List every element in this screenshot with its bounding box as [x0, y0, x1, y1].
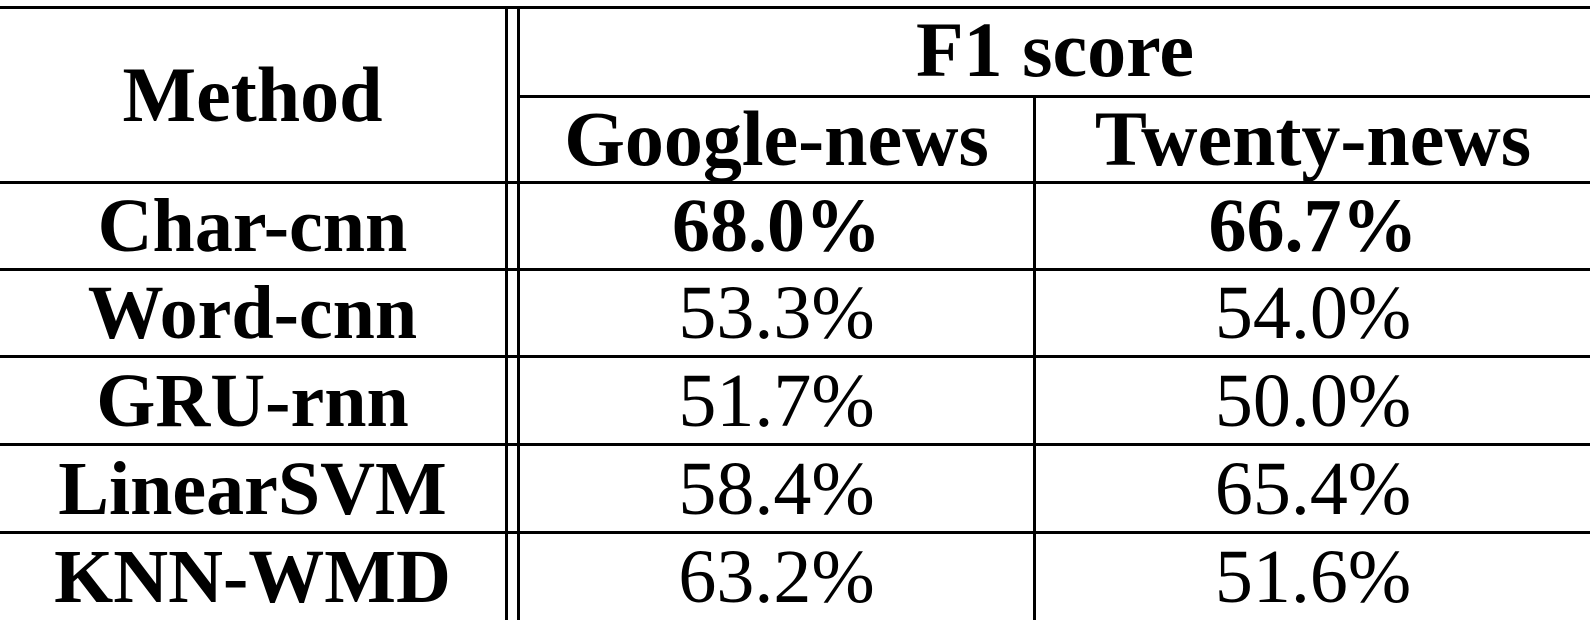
google-news-value: 53.3%: [678, 271, 875, 355]
twenty-news-value: 65.4%: [1214, 446, 1412, 531]
twenty-news-header: Twenty-news: [1094, 94, 1532, 182]
twenty-news-value: 51.6%: [1214, 535, 1412, 619]
twenty-news-value: 54.0%: [1214, 271, 1412, 355]
double-rule-right: [517, 6, 520, 620]
method-cell: GRU-rnn: [96, 358, 409, 443]
google-news-value: 51.7%: [678, 358, 875, 443]
rule-row-4: [0, 531, 1590, 534]
twenty-news-value: 50.0%: [1214, 358, 1412, 443]
rule-header-bottom: [0, 181, 1590, 184]
twenty-news-value: 66.7%: [1208, 184, 1418, 268]
google-news-header: Google-news: [564, 94, 989, 182]
rule-row-1: [0, 268, 1590, 271]
method-cell: LinearSVM: [58, 446, 447, 531]
rule-row-2: [0, 355, 1590, 358]
google-news-value: 63.2%: [678, 535, 875, 619]
rule-subheader: [520, 95, 1590, 98]
method-cell: Char-cnn: [97, 184, 408, 268]
rule-top: [0, 6, 1590, 9]
method-cell: KNN-WMD: [54, 535, 451, 619]
f1-score-header: F1 score: [916, 5, 1194, 93]
column-divider: [1033, 95, 1036, 620]
google-news-value: 68.0%: [672, 184, 881, 268]
method-cell: Word-cnn: [87, 271, 418, 355]
rule-row-3: [0, 443, 1590, 446]
google-news-value: 58.4%: [678, 446, 875, 531]
method-header: Method: [122, 51, 383, 138]
double-rule-left: [505, 6, 508, 620]
